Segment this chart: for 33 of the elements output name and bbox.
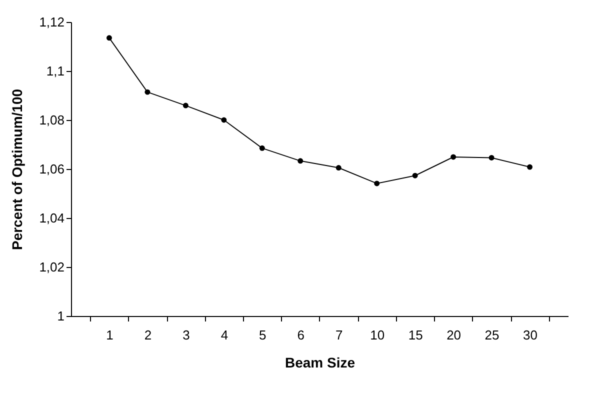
point	[298, 158, 304, 164]
x-tick-label: 1	[106, 328, 114, 342]
x-tick-label: 4	[220, 328, 228, 342]
x-tick-label: 20	[446, 328, 462, 342]
y-tick-label: 1,12	[39, 14, 64, 30]
point	[374, 180, 380, 186]
point	[106, 35, 112, 41]
x-tick-label: 30	[523, 328, 538, 342]
point	[450, 154, 456, 160]
x-tick-label: 3	[182, 328, 190, 342]
y-axis-title: Percent of Optimum/100	[9, 88, 26, 250]
y-tick-label: 1,04	[39, 210, 64, 226]
point	[527, 164, 533, 170]
x-axis-title: Beam Size	[284, 354, 356, 370]
point	[259, 145, 265, 151]
point	[182, 102, 188, 108]
x-tick-label: 5	[259, 328, 266, 342]
x-tick-label: 2	[144, 328, 152, 342]
y-tick-label: 1,02	[39, 260, 64, 274]
x-tick-label: 25	[484, 328, 500, 342]
x-tick-label: 15	[408, 328, 423, 342]
x-tick-label: 7	[336, 328, 343, 342]
x-tick-label: 10	[370, 328, 385, 342]
y-tick-label: 1,06	[39, 162, 64, 176]
point	[488, 154, 494, 160]
point	[144, 89, 150, 95]
point	[221, 117, 227, 123]
y-tick-label: 1,08	[39, 112, 64, 128]
x-tick-label: 6	[297, 328, 304, 342]
y-tick-label: 1	[57, 308, 64, 324]
point	[412, 172, 418, 178]
y-tick-label: 1,1	[46, 64, 64, 78]
point	[336, 165, 342, 171]
